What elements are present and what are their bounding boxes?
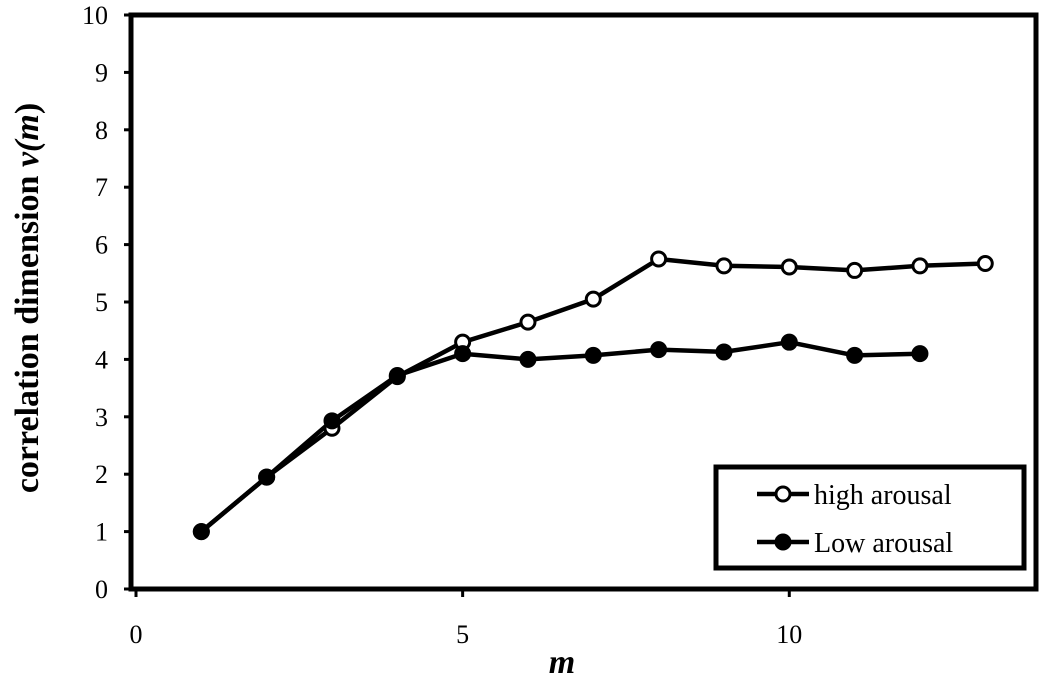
data-point-low-arousal bbox=[911, 345, 929, 363]
legend-label-high-arousal: high arousal bbox=[814, 480, 952, 511]
data-point-low-arousal bbox=[192, 523, 210, 541]
data-point-low-arousal bbox=[846, 346, 864, 364]
data-point-low-arousal bbox=[323, 412, 341, 430]
y-axis: 0 1 2 3 4 5 6 7 8 9 10 bbox=[82, 1, 131, 604]
data-point-high-arousal bbox=[584, 290, 602, 308]
data-point-high-arousal bbox=[715, 257, 733, 275]
x-tick-label: 0 bbox=[130, 620, 143, 649]
y-tick-label: 7 bbox=[95, 173, 108, 202]
y-axis-title-func: v( bbox=[9, 138, 46, 167]
data-point-high-arousal bbox=[780, 258, 798, 276]
data-point-high-arousal bbox=[911, 257, 929, 275]
y-tick-label: 0 bbox=[95, 575, 108, 604]
data-point-high-arousal bbox=[519, 313, 537, 331]
x-tick-label: 5 bbox=[456, 620, 469, 649]
series-line-low-arousal bbox=[199, 339, 920, 534]
y-tick-label: 6 bbox=[95, 231, 108, 260]
data-point-low-arousal bbox=[388, 366, 406, 384]
y-axis-title-close: ) bbox=[9, 103, 46, 114]
y-tick-label: 3 bbox=[95, 403, 108, 432]
data-point-low-arousal bbox=[519, 350, 537, 368]
legend-marker-low-arousal bbox=[774, 533, 792, 551]
y-tick-label: 5 bbox=[95, 288, 108, 317]
data-point-low-arousal bbox=[780, 333, 798, 351]
data-point-low-arousal bbox=[650, 341, 668, 359]
series-layer bbox=[192, 250, 994, 541]
y-tick-label: 2 bbox=[95, 460, 108, 489]
data-point-low-arousal bbox=[584, 346, 602, 364]
y-tick-label: 8 bbox=[95, 116, 108, 145]
x-tick-label: 10 bbox=[776, 620, 802, 649]
y-axis-title-var: m bbox=[9, 114, 46, 140]
legend-label-low-arousal: Low arousal bbox=[814, 528, 953, 559]
legend-box bbox=[713, 464, 1027, 571]
y-axis-title-main: correlation dimension bbox=[9, 167, 46, 493]
data-point-high-arousal bbox=[976, 255, 994, 273]
legend-marker-high-arousal bbox=[774, 485, 792, 503]
x-axis-title: m bbox=[549, 644, 575, 679]
data-point-low-arousal bbox=[454, 345, 472, 363]
y-axis-title: correlation dimension v(m) bbox=[9, 103, 46, 493]
legend: high arousal Low arousal bbox=[713, 464, 1027, 571]
x-axis: 0 5 10 bbox=[130, 589, 802, 649]
data-point-low-arousal bbox=[715, 343, 733, 361]
data-point-high-arousal bbox=[846, 261, 864, 279]
data-point-low-arousal bbox=[258, 468, 276, 486]
data-point-high-arousal bbox=[650, 250, 668, 268]
y-tick-label: 10 bbox=[82, 1, 108, 30]
y-tick-label: 9 bbox=[95, 58, 108, 87]
y-tick-label: 1 bbox=[95, 518, 108, 547]
y-tick-label: 4 bbox=[95, 345, 108, 374]
